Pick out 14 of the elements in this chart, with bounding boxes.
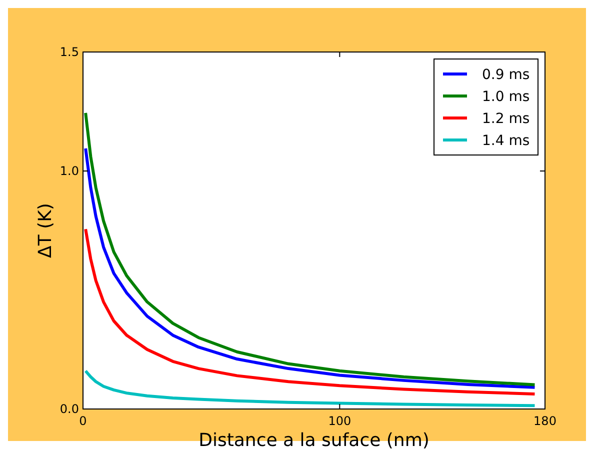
line-series [84,228,536,396]
x-tick-label: 0 [79,414,87,428]
x-tick-label: 180 [534,414,556,428]
legend-label: 0.9 ms [482,67,530,83]
legend-label: 1.4 ms [482,133,530,149]
legend-label: 1.2 ms [482,111,530,127]
x-tick-label: 100 [328,414,352,428]
y-tick-label: 0.0 [60,402,79,416]
legend-label: 1.0 ms [482,89,530,105]
y-tick-label: 1.5 [60,45,79,59]
x-axis-title: Distance a la suface (nm) [198,430,430,449]
y-axis-title: ΔT (K) [35,203,56,258]
line-series [84,369,536,408]
y-tick-label: 1.0 [60,164,79,178]
